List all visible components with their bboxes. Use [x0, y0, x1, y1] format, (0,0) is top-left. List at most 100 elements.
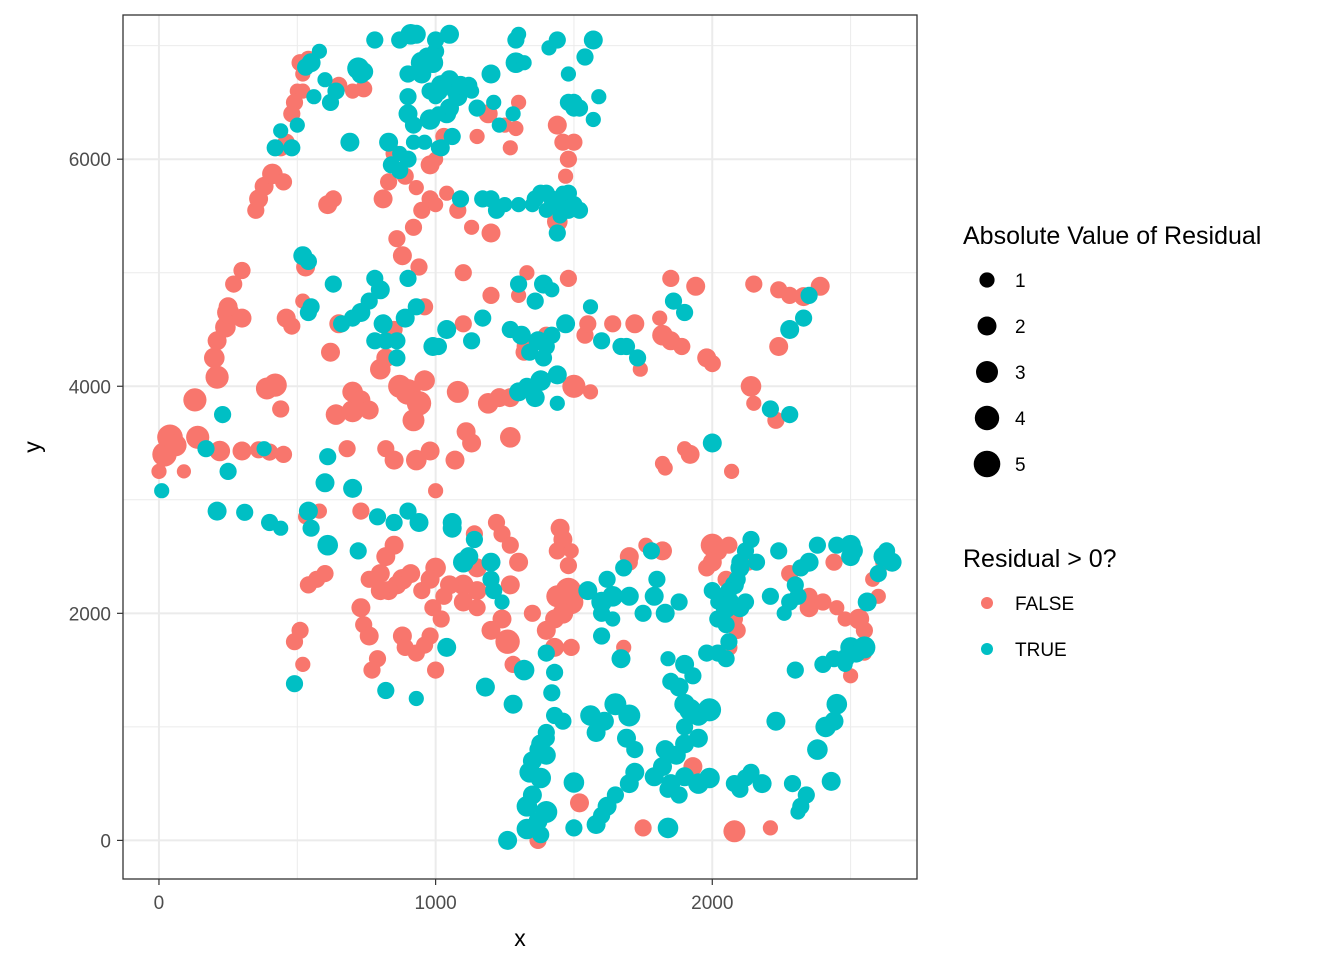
- data-point: [563, 543, 579, 559]
- data-point: [529, 741, 547, 759]
- plot-panel: [122, 14, 918, 880]
- data-point: [570, 201, 589, 219]
- data-point: [814, 593, 832, 611]
- data-point: [274, 173, 293, 191]
- data-point: [349, 542, 367, 560]
- data-point: [440, 24, 459, 44]
- data-point: [837, 656, 853, 673]
- y-tick-label: 2000: [69, 604, 111, 625]
- data-point: [435, 587, 453, 605]
- data-point: [407, 644, 425, 662]
- data-point: [232, 441, 252, 461]
- data-point: [552, 208, 568, 224]
- data-point: [373, 189, 393, 209]
- data-point: [407, 298, 425, 316]
- data-point: [283, 139, 301, 157]
- data-point: [625, 314, 645, 334]
- data-point: [370, 581, 390, 601]
- data-point: [826, 693, 848, 715]
- data-point: [464, 83, 480, 99]
- data-point: [219, 462, 237, 480]
- data-point: [401, 564, 421, 584]
- data-point: [644, 586, 664, 606]
- data-point: [299, 576, 317, 594]
- data-point: [408, 690, 424, 707]
- data-point: [392, 145, 408, 162]
- data-point: [274, 445, 293, 463]
- data-point: [453, 592, 473, 612]
- data-point: [204, 347, 225, 369]
- data-point: [468, 99, 486, 117]
- data-point: [233, 261, 251, 280]
- data-point: [151, 463, 167, 479]
- data-point: [377, 681, 395, 700]
- data-point: [736, 593, 755, 611]
- series-true: [154, 24, 902, 850]
- data-point: [465, 530, 483, 549]
- data-point: [855, 621, 874, 640]
- data-point: [317, 72, 333, 88]
- data-point: [602, 586, 623, 607]
- data-point: [463, 332, 481, 350]
- data-point: [869, 565, 887, 583]
- data-point: [703, 582, 721, 600]
- x-axis: 0 1000 2000: [154, 879, 733, 914]
- data-point: [272, 400, 290, 418]
- data-point: [684, 667, 702, 685]
- data-point: [565, 819, 583, 837]
- data-point: [548, 542, 566, 560]
- data-point: [698, 559, 716, 577]
- data-point: [384, 535, 404, 555]
- data-point: [399, 88, 417, 106]
- data-point: [214, 406, 232, 424]
- data-point: [399, 269, 417, 287]
- data-point: [720, 633, 738, 651]
- data-point: [351, 64, 371, 84]
- data-point: [388, 230, 406, 248]
- data-point: [487, 201, 506, 219]
- data-point: [562, 638, 580, 657]
- data-point: [686, 276, 706, 296]
- data-point: [828, 536, 846, 554]
- data-point: [205, 365, 229, 389]
- size-legend-key: [976, 361, 998, 383]
- data-point: [634, 604, 652, 622]
- y-axis: 0 2000 4000 6000: [69, 150, 123, 852]
- data-point: [523, 604, 542, 622]
- data-point: [509, 382, 529, 402]
- data-point: [154, 483, 170, 499]
- data-point: [317, 534, 339, 556]
- data-point: [702, 433, 722, 453]
- data-point: [664, 292, 683, 310]
- color-legend-label: FALSE: [1015, 594, 1074, 615]
- data-point: [285, 675, 304, 693]
- data-point: [510, 26, 527, 42]
- data-point: [548, 224, 566, 242]
- data-point: [530, 370, 551, 391]
- data-point: [491, 117, 507, 133]
- data-point: [283, 317, 301, 335]
- data-point: [439, 185, 455, 201]
- data-point: [297, 58, 315, 76]
- data-point: [761, 587, 780, 605]
- data-point: [462, 433, 482, 453]
- data-point: [289, 117, 305, 133]
- data-point: [505, 106, 521, 122]
- size-legend-title: Absolute Value of Residual: [963, 222, 1261, 250]
- data-point: [745, 275, 763, 293]
- data-point: [617, 337, 636, 356]
- data-point: [399, 65, 417, 83]
- data-point: [723, 820, 746, 843]
- data-point: [410, 258, 428, 276]
- data-point: [746, 395, 762, 411]
- data-point: [666, 745, 686, 765]
- size-legend-label: 1: [1015, 271, 1026, 292]
- data-point: [615, 559, 633, 577]
- x-tick-label: 0: [154, 893, 165, 914]
- data-point: [413, 582, 431, 600]
- data-point: [800, 286, 818, 304]
- data-point: [556, 314, 576, 334]
- data-point: [576, 48, 594, 66]
- data-point: [324, 190, 342, 208]
- data-point: [366, 31, 384, 49]
